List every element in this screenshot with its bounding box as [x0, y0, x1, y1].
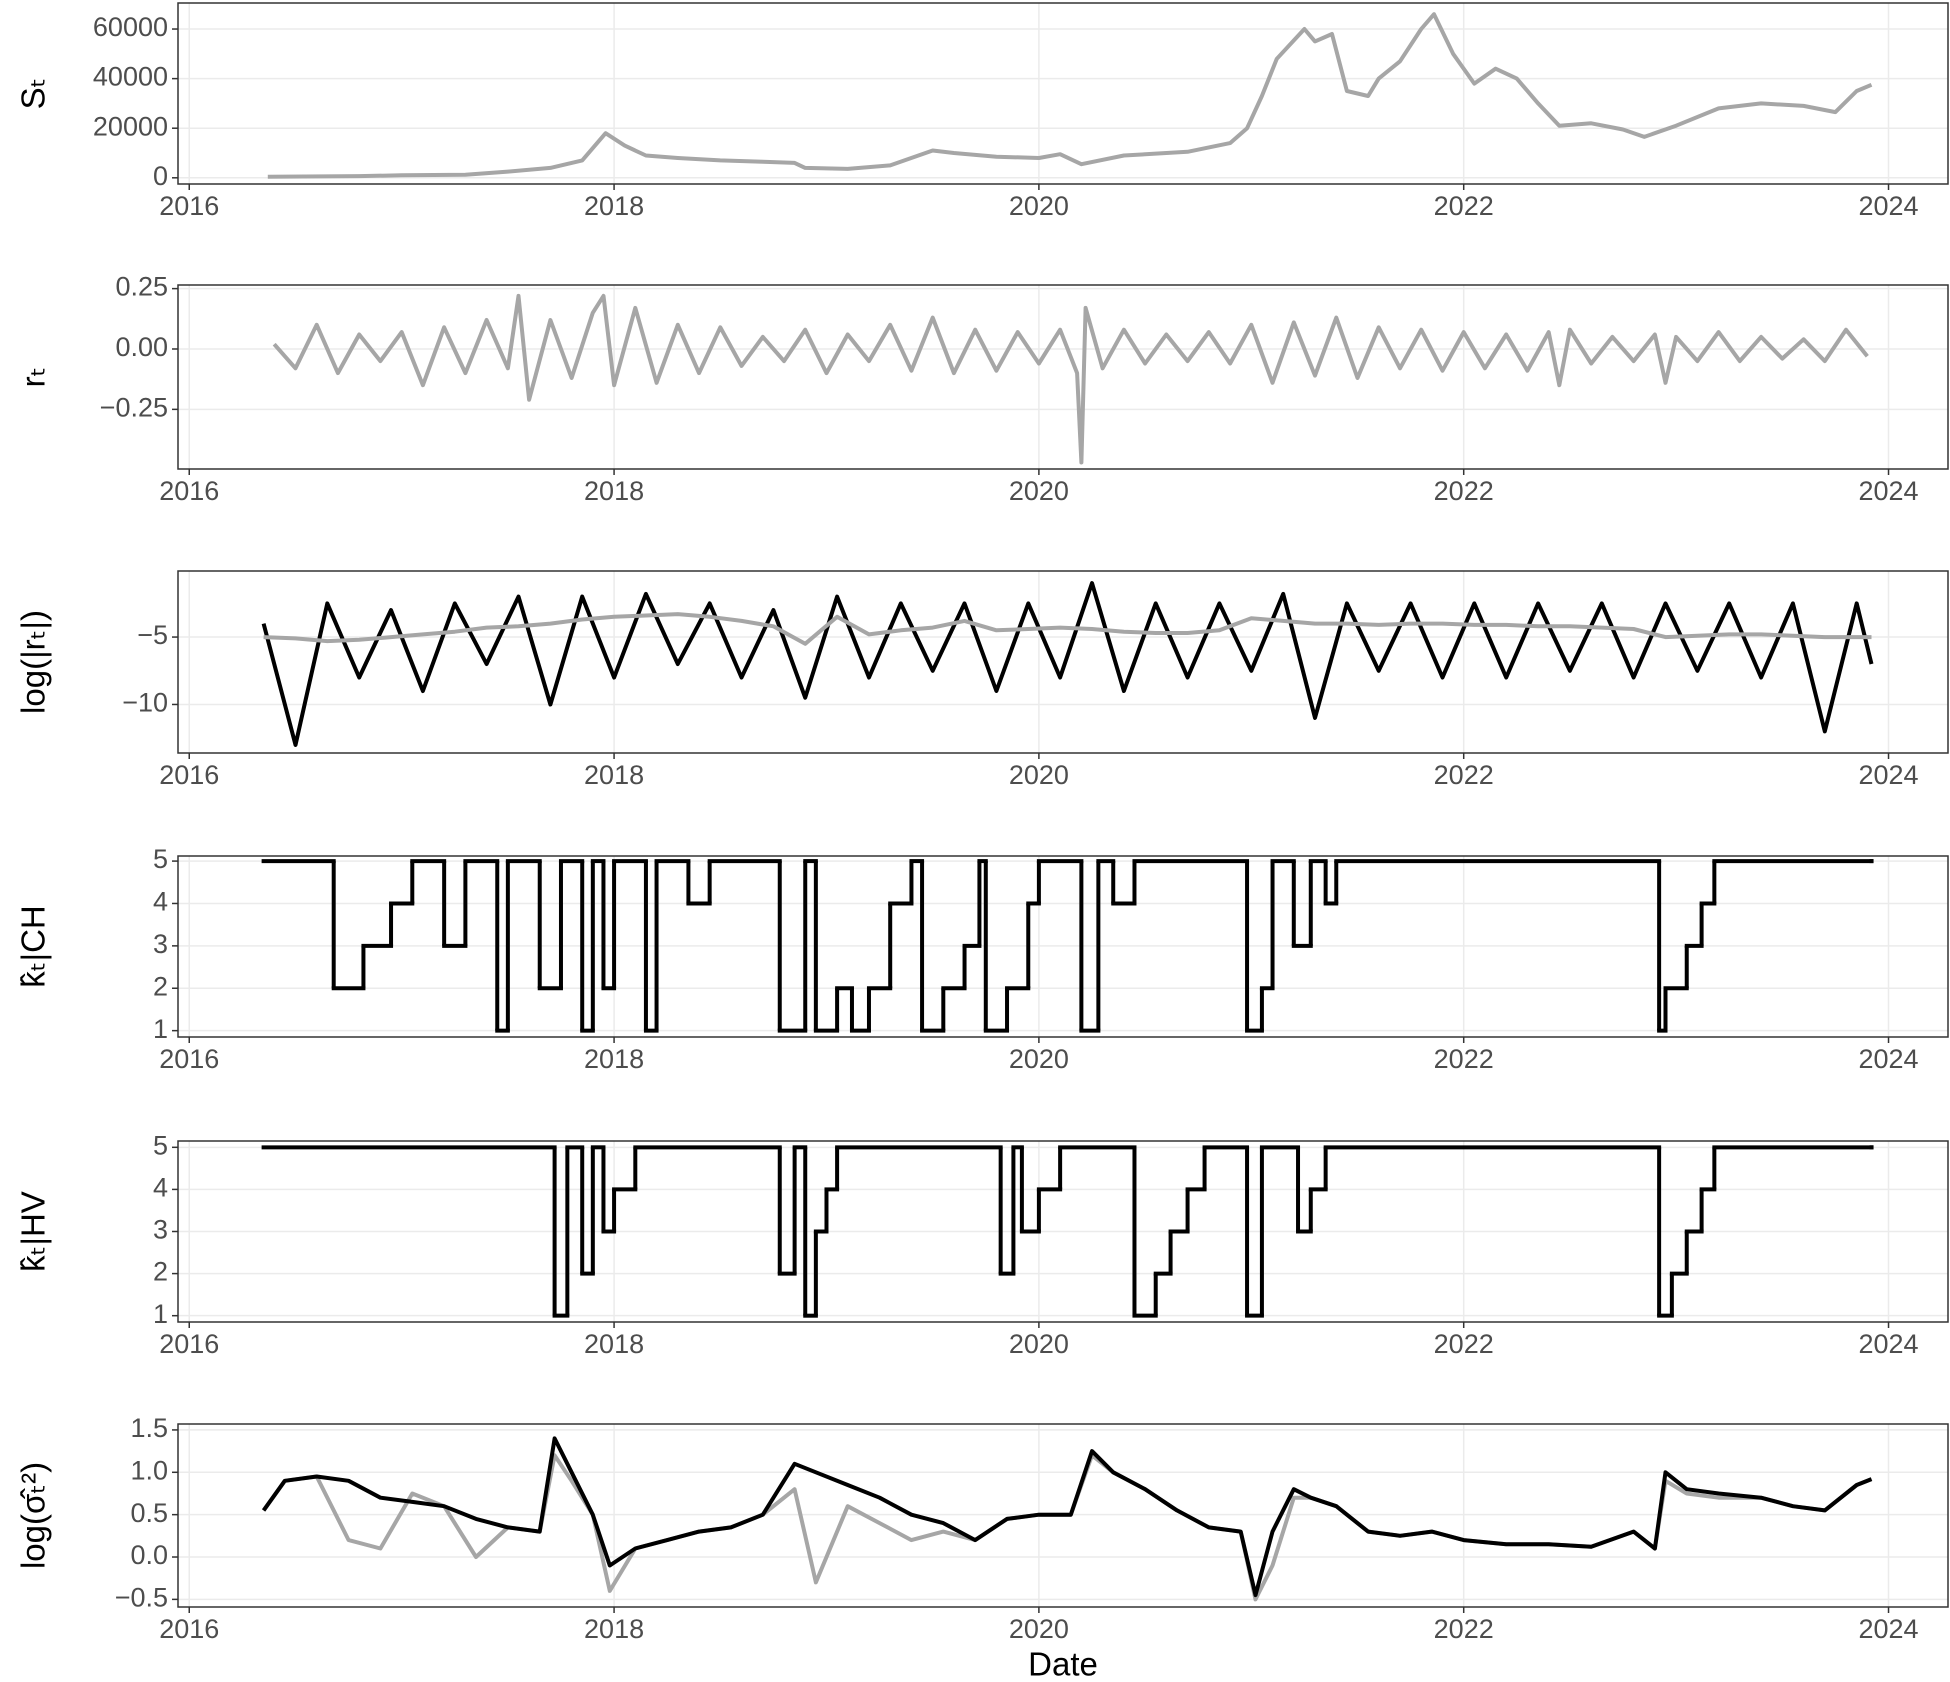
y-tick-label: 1.5	[130, 1413, 168, 1443]
panel-border	[177, 570, 1949, 754]
x-tick-label: 2022	[1434, 1614, 1494, 1644]
x-tick-label: 2020	[1009, 1614, 1069, 1644]
y-axis-label: k̂ₜ|CH	[15, 905, 52, 987]
y-tick-label: 0.00	[115, 332, 168, 362]
x-tick-label: 2024	[1858, 476, 1918, 506]
x-tick-label: 2020	[1009, 476, 1069, 506]
y-tick-label: 20000	[93, 111, 168, 141]
y-tick-label: 3	[153, 929, 168, 959]
y-tick-label: −5	[137, 620, 168, 650]
y-axis-label: rₜ	[15, 367, 52, 388]
y-tick-label: 1.0	[130, 1455, 168, 1485]
x-tick-label: 2018	[584, 1329, 644, 1359]
y-tick-label: 2	[153, 1257, 168, 1287]
x-tick-label: 2020	[1009, 191, 1069, 221]
panel-border	[177, 1423, 1949, 1608]
x-tick-label: 2022	[1434, 1329, 1494, 1359]
x-tick-label: 2016	[159, 191, 219, 221]
y-tick-label: 40000	[93, 62, 168, 92]
x-tick-label: 2018	[584, 191, 644, 221]
x-tick-label: 2022	[1434, 476, 1494, 506]
x-tick-label: 2016	[159, 1614, 219, 1644]
x-tick-label: 2016	[159, 1329, 219, 1359]
y-tick-label: 0.25	[115, 272, 168, 302]
x-tick-label: 2018	[584, 1614, 644, 1644]
x-tick-label: 2020	[1009, 1329, 1069, 1359]
y-tick-label: 0.0	[130, 1540, 168, 1570]
y-tick-label: 0.5	[130, 1498, 168, 1528]
x-tick-label: 2024	[1858, 760, 1918, 790]
x-tick-label: 2024	[1858, 1614, 1918, 1644]
x-tick-label: 2018	[584, 760, 644, 790]
x-tick-label: 2020	[1009, 760, 1069, 790]
panel-border	[177, 284, 1949, 470]
y-tick-label: 60000	[93, 12, 168, 42]
y-tick-label: 4	[153, 887, 168, 917]
y-tick-label: 2	[153, 971, 168, 1001]
x-tick-label: 2018	[584, 476, 644, 506]
panel-background	[178, 571, 1948, 753]
y-tick-label: −10	[122, 688, 168, 718]
x-axis-label: Date	[1028, 1646, 1098, 1682]
x-tick-label: 2016	[159, 476, 219, 506]
y-tick-label: 1	[153, 1014, 168, 1044]
y-tick-label: 5	[153, 1130, 168, 1160]
series-line	[272, 293, 1869, 465]
x-tick-label: 2016	[159, 1044, 219, 1074]
y-tick-label: −0.5	[115, 1583, 168, 1613]
x-tick-label: 2018	[584, 1044, 644, 1074]
panel-border	[177, 2, 1949, 185]
y-tick-label: 5	[153, 844, 168, 874]
x-tick-label: 2024	[1858, 1044, 1918, 1074]
y-axis-label: log(σ̂ₜ²)	[15, 1462, 52, 1569]
y-tick-label: 1	[153, 1299, 168, 1329]
y-axis-label: Sₜ	[15, 78, 52, 110]
y-tick-label: −0.25	[100, 392, 168, 422]
x-tick-label: 2022	[1434, 191, 1494, 221]
series-line	[267, 12, 1873, 179]
y-tick-label: 0	[153, 161, 168, 191]
y-tick-label: 3	[153, 1215, 168, 1245]
x-tick-label: 2022	[1434, 760, 1494, 790]
x-tick-label: 2020	[1009, 1044, 1069, 1074]
x-tick-label: 2022	[1434, 1044, 1494, 1074]
panel-background	[178, 285, 1948, 469]
x-tick-label: 2016	[159, 760, 219, 790]
y-axis-label: log(|rₜ|)	[15, 610, 52, 714]
y-tick-label: 4	[153, 1173, 168, 1203]
y-axis-label: k̂ₜ|HV	[15, 1191, 52, 1272]
series-line	[261, 1436, 1873, 1598]
series-line	[263, 612, 1872, 646]
x-tick-label: 2024	[1858, 191, 1918, 221]
x-tick-label: 2024	[1858, 1329, 1918, 1359]
